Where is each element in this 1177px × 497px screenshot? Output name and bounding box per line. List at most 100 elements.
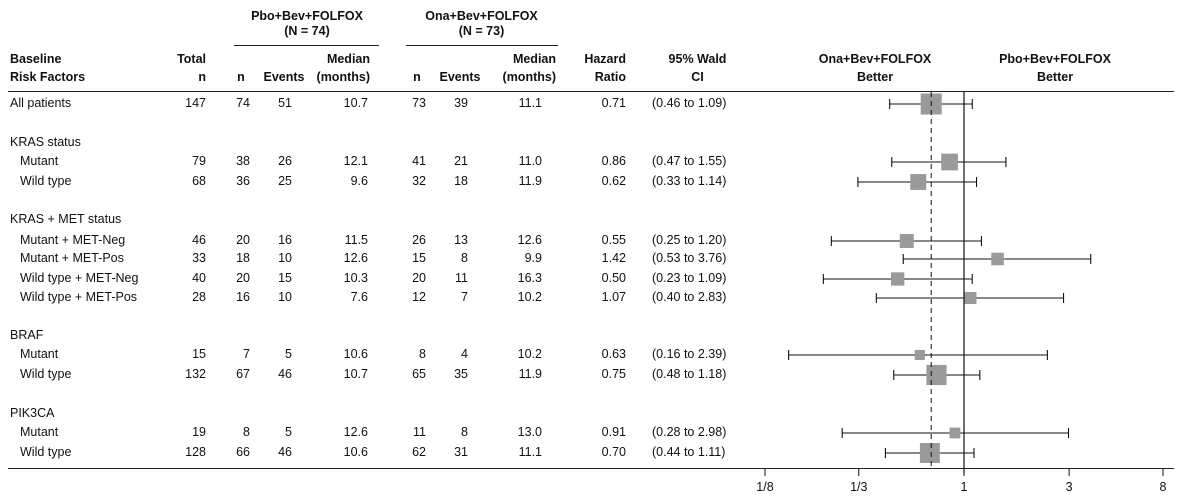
hr-marker (890, 272, 905, 286)
group1-header: Pbo+Bev+FOLFOX (251, 9, 363, 23)
cell-hr: 0.91 (601, 425, 626, 439)
hr-header-1: Hazard (584, 52, 626, 66)
cell-pn: 36 (236, 174, 250, 188)
cell-pm: 12.6 (343, 251, 368, 265)
cell-total: 28 (192, 290, 206, 304)
g2-n-header: n (413, 70, 421, 84)
row-label: Mutant (20, 154, 59, 168)
cell-pe: 10 (278, 251, 292, 265)
row-label: Wild type (20, 445, 72, 459)
cell-ci: (0.44 to 1.11) (652, 445, 726, 459)
row-label: Wild type + MET-Neg (20, 271, 139, 285)
row-label: Mutant (20, 347, 59, 361)
hr-marker (949, 427, 961, 439)
cell-on: 26 (412, 233, 426, 247)
cell-pn: 8 (243, 425, 250, 439)
cell-ci: (0.16 to 2.39) (652, 347, 727, 361)
hr-header-2: Ratio (594, 70, 626, 84)
cell-oe: 4 (461, 347, 468, 361)
cell-ci: (0.46 to 1.09) (652, 96, 727, 110)
cell-total: 19 (192, 425, 206, 439)
cell-pe: 16 (278, 233, 292, 247)
header-rule (8, 91, 1174, 92)
cell-total: 40 (192, 271, 206, 285)
row-label: All patients (10, 96, 72, 110)
g2-median-header-2: (months) (502, 70, 556, 84)
cell-oe: 8 (461, 251, 468, 265)
cell-hr: 1.42 (601, 251, 626, 265)
cell-total: 147 (185, 96, 206, 110)
cell-pe: 15 (278, 271, 292, 285)
group2-underline (406, 45, 558, 46)
cell-hr: 0.55 (601, 233, 626, 247)
cell-ci: (0.53 to 3.76) (652, 251, 727, 265)
cell-pe: 5 (285, 347, 292, 361)
cell-hr: 0.86 (601, 154, 626, 168)
right-better-header-2: Better (1036, 70, 1074, 84)
cell-pe: 25 (278, 174, 292, 188)
cell-oe: 39 (454, 96, 468, 110)
cell-ci: (0.33 to 1.14) (652, 174, 727, 188)
cell-oe: 18 (454, 174, 468, 188)
cell-oe: 11 (455, 271, 468, 285)
cell-total: 33 (192, 251, 206, 265)
cell-ci: (0.25 to 1.20) (652, 233, 727, 247)
row-label: Mutant + MET-Neg (20, 233, 126, 247)
row-label: Mutant (20, 425, 59, 439)
cell-pm: 10.6 (343, 347, 368, 361)
x-tick-label: 1/3 (850, 480, 867, 494)
cell-pm: 12.6 (343, 425, 368, 439)
cell-oe: 35 (454, 367, 468, 381)
cell-total: 46 (192, 233, 206, 247)
hr-marker (910, 174, 927, 190)
cell-ci: (0.28 to 2.98) (652, 425, 727, 439)
cell-pm: 12.1 (343, 154, 368, 168)
x-tick-label: 3 (1066, 480, 1073, 494)
cell-om: 10.2 (517, 347, 542, 361)
cell-pn: 67 (236, 367, 250, 381)
cell-pm: 11.5 (344, 233, 368, 247)
row-label: Wild type + MET-Pos (20, 290, 138, 304)
section-label: BRAF (10, 328, 44, 342)
cell-pn: 74 (236, 96, 250, 110)
cell-oe: 13 (454, 233, 468, 247)
hr-marker (941, 153, 958, 171)
cell-pe: 46 (278, 445, 292, 459)
cell-pn: 16 (236, 290, 250, 304)
cell-pe: 10 (278, 290, 292, 304)
row-label: Wild type (20, 174, 72, 188)
cell-hr: 1.07 (601, 290, 626, 304)
total-header-2: n (198, 70, 206, 84)
section-label: KRAS status (10, 135, 81, 149)
cell-hr: 0.71 (601, 96, 626, 110)
baseline-header-1: Baseline (10, 52, 62, 66)
left-better-header-1: Ona+Bev+FOLFOX (818, 52, 932, 66)
hr-marker (919, 443, 940, 463)
cell-pn: 20 (236, 233, 250, 247)
cell-pm: 10.3 (343, 271, 368, 285)
cell-total: 128 (185, 445, 206, 459)
cell-ci: (0.23 to 1.09) (652, 271, 727, 285)
cell-pm: 10.6 (343, 445, 368, 459)
cell-ci: (0.48 to 1.18) (652, 367, 727, 381)
cell-om: 11.1 (518, 445, 542, 459)
cell-om: 11.0 (518, 154, 542, 168)
cell-om: 9.9 (524, 251, 542, 265)
hr-marker (899, 234, 914, 248)
g2-events-header: Events (439, 70, 481, 84)
hr-marker (964, 292, 977, 304)
cell-hr: 0.50 (601, 271, 626, 285)
cell-hr: 0.63 (601, 347, 626, 361)
cell-om: 11.1 (518, 96, 542, 110)
g1-median-header-2: (months) (316, 70, 370, 84)
cell-om: 12.6 (517, 233, 542, 247)
cell-pm: 10.7 (343, 96, 368, 110)
footer-rule (8, 468, 1174, 469)
g2-median-header-1: Median (512, 52, 556, 66)
cell-hr: 0.70 (601, 445, 626, 459)
cell-hr: 0.75 (601, 367, 626, 381)
g1-median-header-1: Median (326, 52, 370, 66)
cell-on: 15 (412, 251, 426, 265)
cell-pe: 46 (278, 367, 292, 381)
